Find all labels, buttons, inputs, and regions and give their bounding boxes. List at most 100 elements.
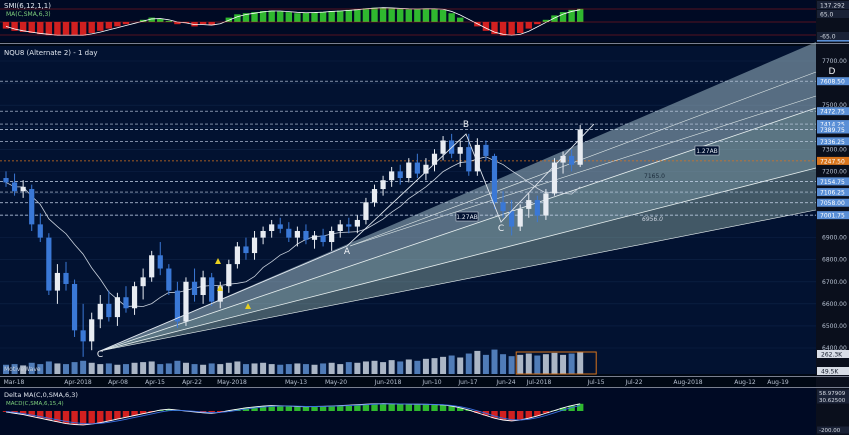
candle-body [3, 178, 9, 183]
candle-body [260, 230, 266, 238]
smi-bar [499, 22, 507, 36]
candle-body [11, 182, 18, 192]
volume-bar [54, 363, 61, 374]
candle-body [311, 235, 318, 240]
symbol-label: NQU8 (Alternate 2) - 1 day [4, 49, 98, 57]
price-tick-label: 7200.00 [822, 168, 847, 175]
price-tag [817, 156, 849, 165]
fib-fans [99, 42, 817, 352]
volume-highlight [515, 351, 597, 375]
price-tag-label: 7414.25 [820, 122, 845, 129]
smi-bar [379, 7, 387, 23]
price-tag-label: 7058.00 [820, 200, 845, 207]
volume-bar [465, 353, 472, 374]
macd-bar [45, 411, 53, 420]
smi-label: SMI(6,12,1,1) [4, 2, 51, 10]
smi-axis-tag [817, 32, 849, 40]
volume-bar [294, 363, 301, 374]
volume-bar [354, 362, 361, 374]
candle-body [569, 155, 575, 165]
price-tick-label: 6500.00 [822, 323, 847, 330]
volume-bar [182, 362, 189, 374]
candle-body [577, 129, 583, 165]
macd-bar [405, 404, 412, 411]
smi-bar [362, 8, 370, 22]
volume-bar [3, 364, 9, 374]
annotation: 7165.0 [644, 173, 665, 180]
volume-bar [560, 354, 567, 374]
smi-bar [302, 12, 310, 22]
price-tag-label: 7247.50 [820, 158, 845, 165]
smi-bar [405, 9, 412, 22]
volume-bar [388, 360, 395, 374]
volume-bar [242, 364, 249, 374]
candle-body [217, 286, 223, 302]
smi-bar [439, 9, 447, 22]
time-tick-label: Jun-24 [495, 379, 515, 386]
smi-bar [242, 13, 250, 22]
time-tick-label: Jul-22 [624, 379, 642, 386]
macd-bar [499, 411, 507, 420]
price-tick-label: 6400.00 [822, 345, 847, 352]
time-tick-label: Apr-2018 [64, 379, 92, 386]
smi-panel [0, 7, 816, 36]
volume-bar [62, 364, 69, 374]
time-tick-label: May-13 [285, 379, 307, 386]
moving-average-line [5, 156, 581, 307]
smi-bar [79, 22, 87, 36]
fan-outer [100, 42, 816, 351]
volume-bar [140, 362, 147, 374]
candle-body [123, 297, 129, 309]
smi-bar [225, 17, 233, 22]
smi-bar [37, 22, 44, 35]
volume-bar [457, 357, 464, 374]
smi-bar [448, 13, 455, 22]
smi-bar [337, 10, 344, 22]
smi-bar [268, 10, 275, 22]
smi-bar [148, 17, 155, 22]
macd-bar [457, 407, 464, 411]
candle-body [29, 189, 35, 225]
macd-bar [139, 411, 147, 414]
annotation: 1.27AB [456, 214, 478, 221]
macd-bar [431, 404, 438, 411]
candle-body [414, 162, 420, 174]
volume-bar [45, 361, 52, 374]
price-tick-label: 6900.00 [822, 235, 847, 242]
candle-body [149, 255, 155, 278]
smi-bar [114, 22, 121, 27]
smi-bar [62, 22, 70, 35]
macd-bar [576, 403, 584, 411]
macd-bar [97, 411, 104, 423]
candle-body [191, 281, 198, 296]
smi-bar [54, 22, 61, 36]
volume-bar [71, 362, 78, 374]
candle-body [37, 224, 43, 238]
candle-body [106, 303, 112, 318]
candle-body [483, 144, 489, 156]
volume-bar [320, 363, 327, 374]
volume-bar [362, 361, 369, 374]
smi-bar [285, 12, 293, 22]
smi-axis-tag [817, 10, 849, 18]
annotation: 1.27AB [696, 148, 718, 155]
smi-ma-line [5, 7, 581, 36]
smi-bar [422, 8, 430, 22]
candle-body [543, 193, 549, 216]
smi-bar [277, 11, 284, 22]
volume-bar [225, 362, 232, 374]
macd-bar [337, 405, 344, 411]
smi-bar [542, 19, 550, 22]
smi-bar [191, 22, 198, 27]
wave-label: A [344, 247, 351, 257]
macd-bar [294, 406, 301, 411]
candle-body [269, 224, 275, 231]
macd-bar [568, 405, 575, 411]
macd-bar [311, 406, 318, 411]
volume-bar [405, 359, 412, 374]
candle-body [226, 264, 232, 287]
volume-bar [534, 355, 541, 374]
price-tick-label: 7300.00 [822, 146, 847, 153]
candle-body [209, 277, 215, 302]
signal-arrow [245, 303, 251, 309]
